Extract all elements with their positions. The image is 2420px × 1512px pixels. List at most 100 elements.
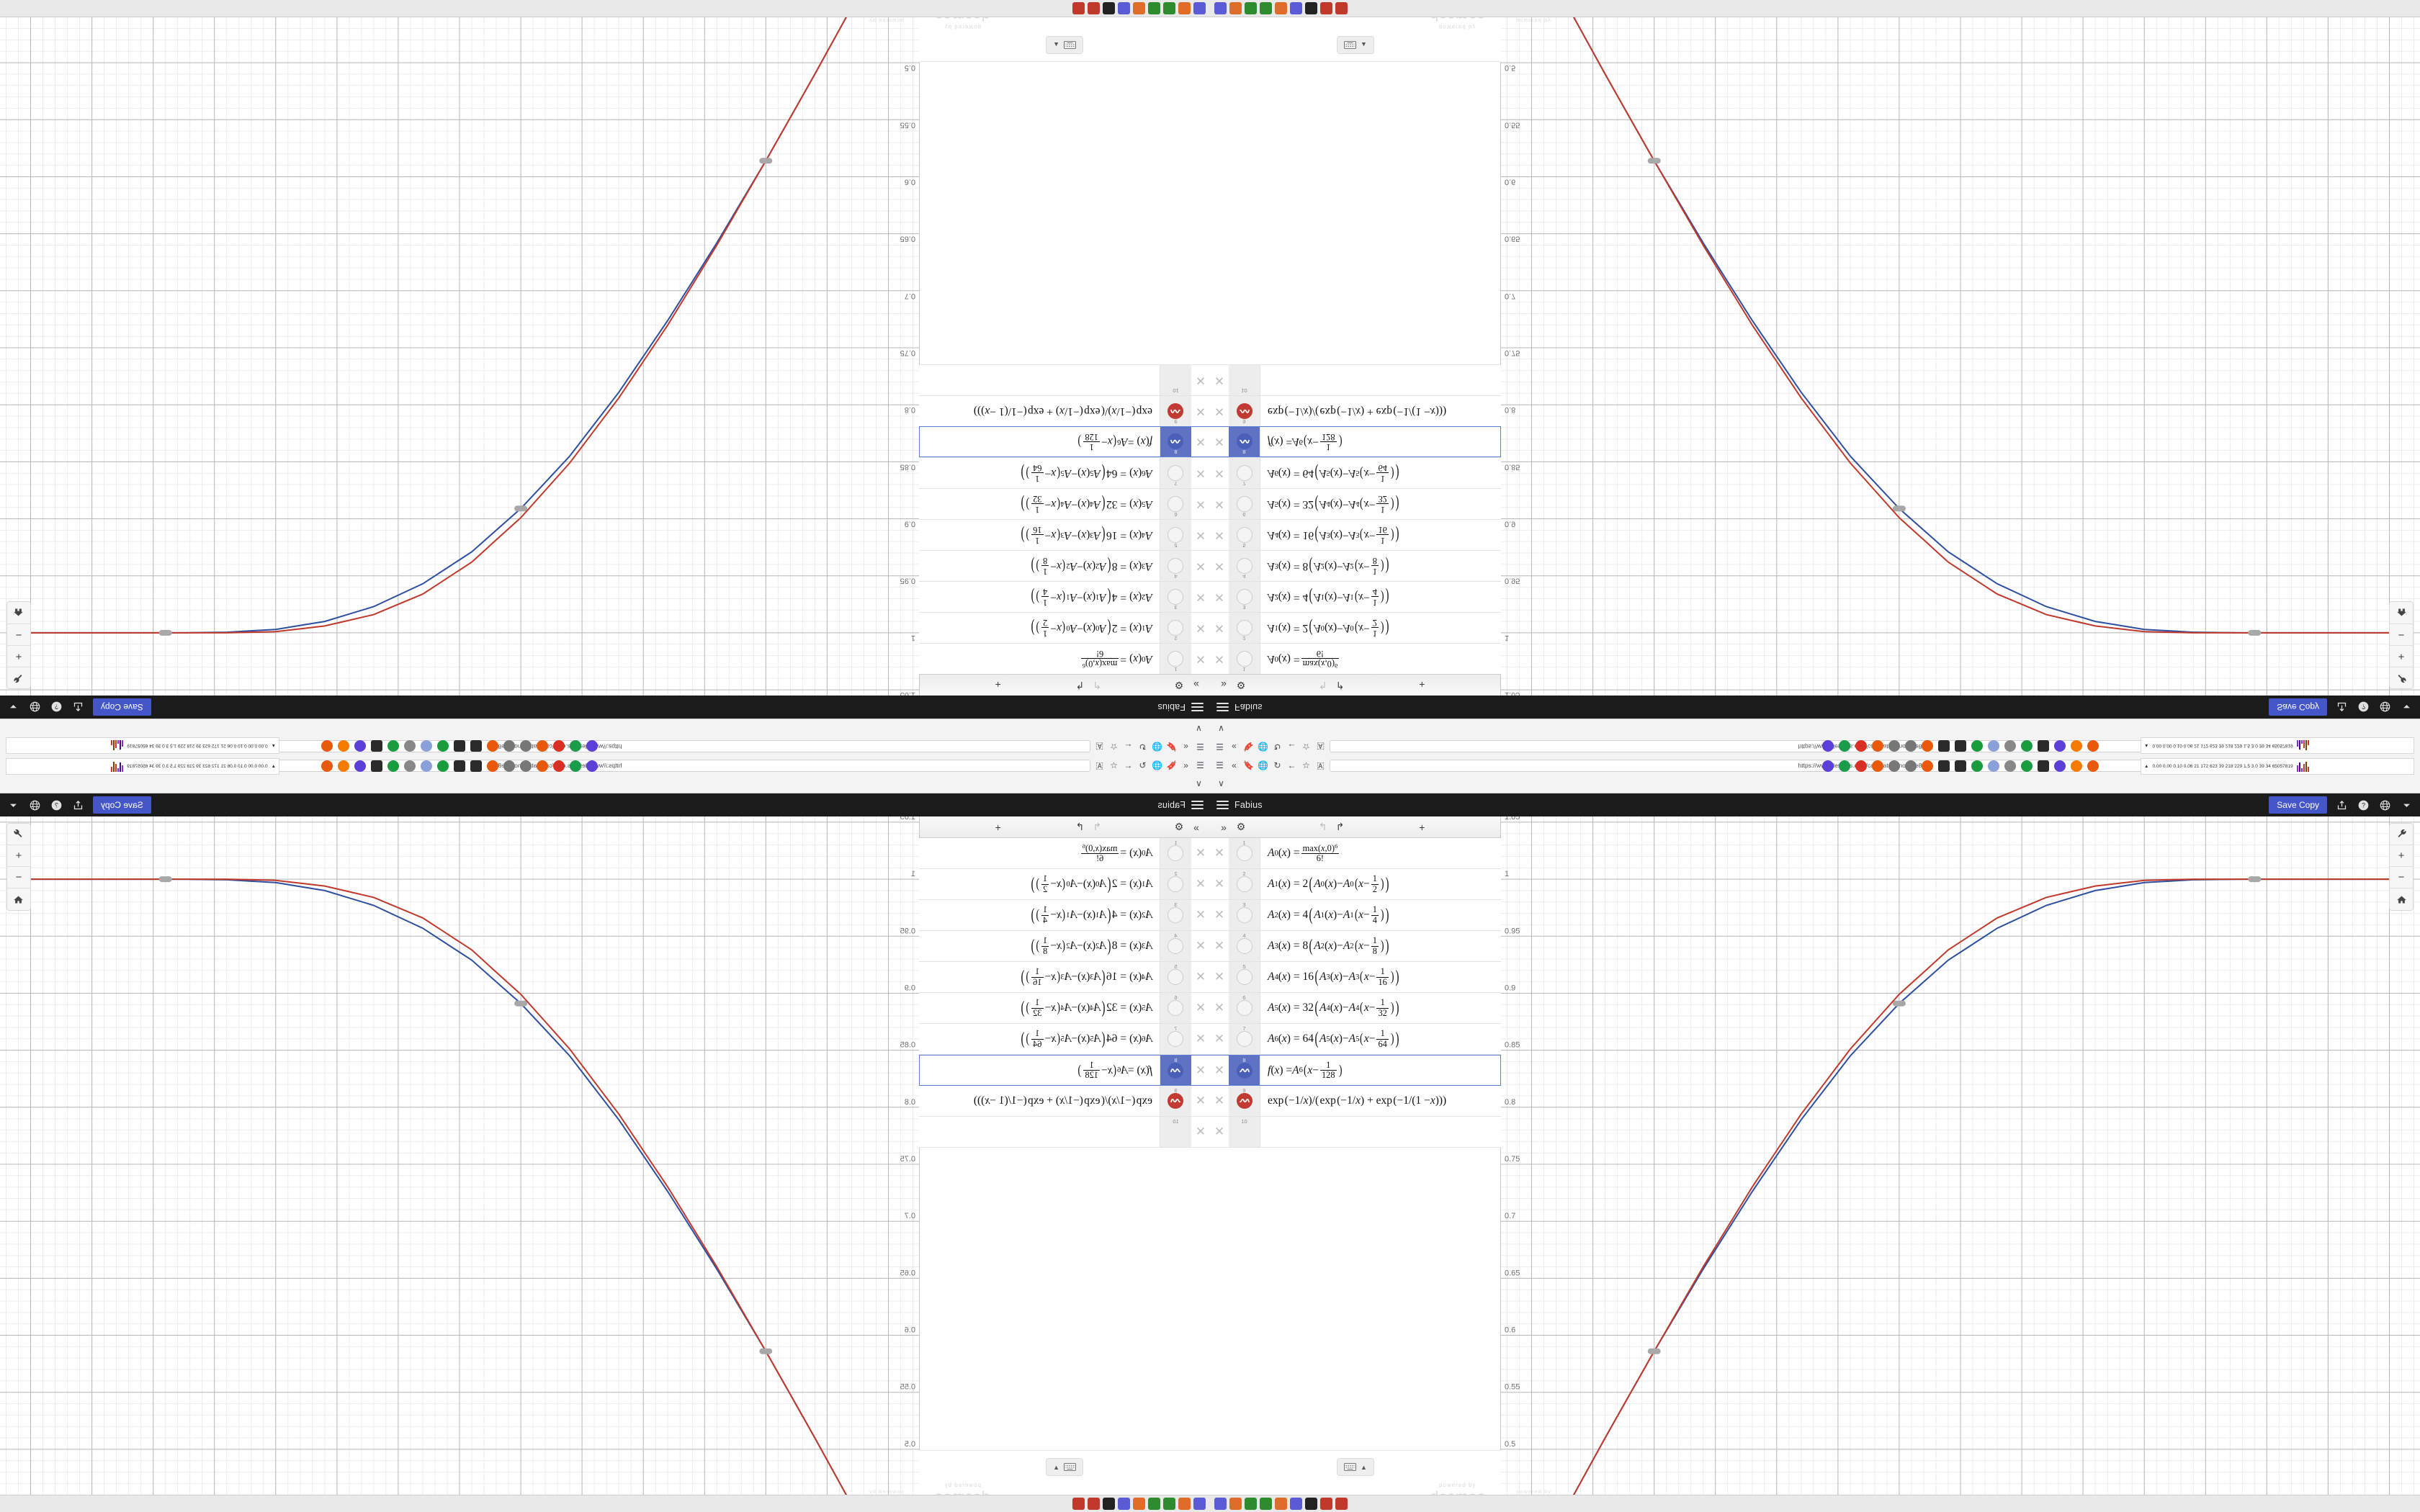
expression-math[interactable]: A 4(x) = 16(A 3(x)− A 3(x − 1 16)) [1021, 966, 1152, 987]
plot-toggle-icon[interactable] [1236, 876, 1252, 892]
delete-expression-icon[interactable]: ✕ [1195, 939, 1206, 953]
graph-title[interactable]: Fabius [1157, 800, 1186, 810]
expression-math[interactable]: A 5(x) = 32(A 4(x)− A 4(x − 1 32)) [1268, 494, 1399, 515]
save-copy-button[interactable]: Save Copy [93, 796, 151, 814]
delete-expression-icon[interactable]: ✕ [1195, 528, 1206, 542]
pocket-icon[interactable]: 🔖 [1243, 742, 1254, 752]
plot-toggle-icon[interactable] [1236, 1031, 1252, 1047]
reload-icon[interactable]: ↻ [1139, 742, 1147, 752]
expression-row[interactable]: ✕ 1 A 0(x) = max(x,0)6 6! [1210, 838, 1501, 869]
expression-math[interactable]: A 2(x) = 4(A 1(x)− A 1(x − 1 4)) [1268, 587, 1389, 608]
bookmark-item[interactable] [1955, 740, 1966, 752]
delete-expression-icon[interactable]: ✕ [1195, 877, 1206, 891]
taskbar-item[interactable] [1320, 1498, 1332, 1510]
bookmark-item[interactable] [404, 760, 416, 772]
home-button[interactable] [2390, 888, 2413, 910]
expression-index-cell[interactable]: 4 [1160, 551, 1191, 581]
plot-toggle-icon[interactable] [1168, 620, 1184, 636]
expression-row[interactable]: ✕ 2 A 1(x) = 2(A 0(x)− A 0(x − 1 2)) [919, 869, 1210, 900]
bookmark-item[interactable] [354, 740, 366, 752]
bookmark-item[interactable] [1905, 740, 1917, 752]
expression-index-cell[interactable]: 7 [1160, 1024, 1191, 1054]
taskbar-item[interactable] [1260, 2, 1272, 14]
expression-index-cell[interactable]: 4 [1229, 931, 1260, 961]
bookmark-item[interactable] [503, 740, 515, 752]
delete-expression-icon[interactable]: ✕ [1214, 877, 1225, 891]
expression-index-cell[interactable]: 2 [1229, 869, 1260, 899]
plot-toggle-icon[interactable] [1236, 1093, 1252, 1109]
expression-row[interactable]: ✕ 2 A 1(x) = 2(A 0(x)− A 0(x − 1 2)) [1210, 612, 1501, 643]
bookmark-item[interactable] [387, 740, 399, 752]
taskbar-item[interactable] [1163, 2, 1175, 14]
expression-math[interactable]: f(x) = A 6(x − 1 128) [1268, 432, 1343, 453]
expression-math[interactable]: exp (−1/x)/( exp (−1/x) + exp (−1/(1 − x… [973, 405, 1152, 418]
bookmark-item[interactable] [1872, 760, 1883, 772]
expression-math[interactable]: A 0(x) = max(x,0)6 6! [1080, 648, 1152, 670]
taskbar-item[interactable] [1103, 2, 1115, 14]
taskbar-item[interactable] [1193, 2, 1206, 14]
bookmark-item[interactable] [421, 760, 432, 772]
delete-expression-icon[interactable]: ✕ [1214, 1063, 1225, 1077]
taskbar-item[interactable] [1118, 2, 1130, 14]
expression-math[interactable]: A 6(x) = 64(A 5(x)− A 5(x − 1 64)) [1021, 1028, 1152, 1049]
delete-expression-icon[interactable]: ✕ [1195, 1125, 1206, 1138]
plot-toggle-icon[interactable] [1168, 1093, 1184, 1109]
graph-canvas[interactable]: 0.40.450.50.550.60.650.70.750.80.850.90.… [1501, 816, 2420, 1512]
redo-arrow-icon[interactable]: ↱ [1075, 821, 1085, 832]
delete-expression-icon[interactable]: ✕ [1195, 435, 1206, 449]
expression-math[interactable]: exp (−1/x)/( exp (−1/x) + exp (−1/(1 − x… [1268, 405, 1447, 418]
keypad-toggle-button[interactable]: ▲ [1337, 36, 1374, 54]
expression-row[interactable]: ✕ 3 A 2(x) = 4(A 1(x)− A 1(x − 1 4)) [1210, 581, 1501, 612]
taskbar-item[interactable] [1088, 1498, 1100, 1510]
plot-toggle-icon[interactable] [1168, 938, 1184, 954]
bookmark-item[interactable] [1822, 740, 1834, 752]
expression-row[interactable]: ✕ 7 A 6(x) = 64(A 5(x)− A 5(x − 1 64)) [919, 1024, 1210, 1055]
expression-index-cell[interactable]: 7 [1229, 458, 1260, 488]
plot-toggle-icon[interactable] [1168, 589, 1184, 605]
back-icon[interactable]: ← [1124, 760, 1133, 770]
expression-math[interactable]: A 3(x) = 8(A 2(x)− A 2(x − 1 8)) [1031, 556, 1152, 577]
menu-icon[interactable]: ☰ [1216, 760, 1224, 770]
chevron-double-left-icon[interactable]: « [1232, 742, 1237, 752]
graph-canvas[interactable]: 0.40.450.50.550.60.650.70.750.80.850.90.… [1501, 0, 2420, 696]
bookmark-item[interactable] [404, 740, 416, 752]
expression-math[interactable]: A 1(x) = 2(A 0(x)− A 0(x − 1 2)) [1031, 873, 1152, 894]
bookmark-item[interactable] [1988, 760, 1999, 772]
keypad-toggle-button[interactable]: ▲ [1337, 1458, 1374, 1476]
delete-expression-icon[interactable]: ✕ [1214, 1001, 1225, 1014]
expression-row[interactable]: ✕ 4 A 3(x) = 8(A 2(x)− A 2(x − 1 8)) [919, 931, 1210, 962]
bookmark-item[interactable] [2071, 740, 2082, 752]
bookmark-item[interactable] [1988, 740, 1999, 752]
plot-toggle-icon[interactable] [1168, 403, 1184, 419]
bookmark-item[interactable] [520, 740, 532, 752]
delete-expression-icon[interactable]: ✕ [1214, 939, 1225, 953]
expression-row[interactable]: ✕ 10 [1210, 364, 1501, 395]
expression-math[interactable]: A 6(x) = 64(A 5(x)− A 5(x − 1 64)) [1268, 463, 1399, 484]
hamburger-menu-icon[interactable] [1191, 800, 1204, 810]
add-expression-icon[interactable]: + [1419, 679, 1425, 691]
expression-row[interactable]: ✕ 2 A 1(x) = 2(A 0(x)− A 0(x − 1 2)) [1210, 869, 1501, 900]
bookmark-item[interactable] [570, 740, 581, 752]
save-copy-button[interactable]: Save Copy [2269, 698, 2327, 716]
gear-icon[interactable]: ⚙ [1174, 680, 1184, 691]
plot-toggle-icon[interactable] [1236, 589, 1252, 605]
expression-math[interactable] [1260, 365, 1501, 395]
chevron-down-icon[interactable] [6, 701, 20, 714]
keypad-toggle-button[interactable]: ▲ [1046, 36, 1083, 54]
bookmark-item[interactable] [586, 740, 598, 752]
bookmark-item[interactable] [354, 760, 366, 772]
chevron-double-left-icon[interactable]: « [1232, 760, 1237, 770]
zoom-out-button[interactable]: − [7, 624, 30, 645]
expression-index-cell[interactable]: 4 [1229, 551, 1260, 581]
bookmark-item[interactable] [338, 740, 349, 752]
delete-expression-icon[interactable]: ✕ [1195, 1032, 1206, 1045]
expression-math[interactable]: A 5(x) = 32(A 4(x)− A 4(x − 1 32)) [1021, 494, 1152, 515]
expression-row[interactable]: ✕ 10 [919, 364, 1210, 395]
plot-toggle-icon[interactable] [1168, 969, 1184, 985]
pocket-icon[interactable]: 🔖 [1166, 760, 1177, 770]
bookmark-item[interactable] [520, 760, 532, 772]
menu-icon[interactable]: ☰ [1196, 742, 1204, 752]
delete-expression-icon[interactable]: ✕ [1214, 908, 1225, 922]
taskbar-item[interactable] [1133, 1498, 1145, 1510]
back-icon[interactable]: ← [1287, 742, 1296, 752]
